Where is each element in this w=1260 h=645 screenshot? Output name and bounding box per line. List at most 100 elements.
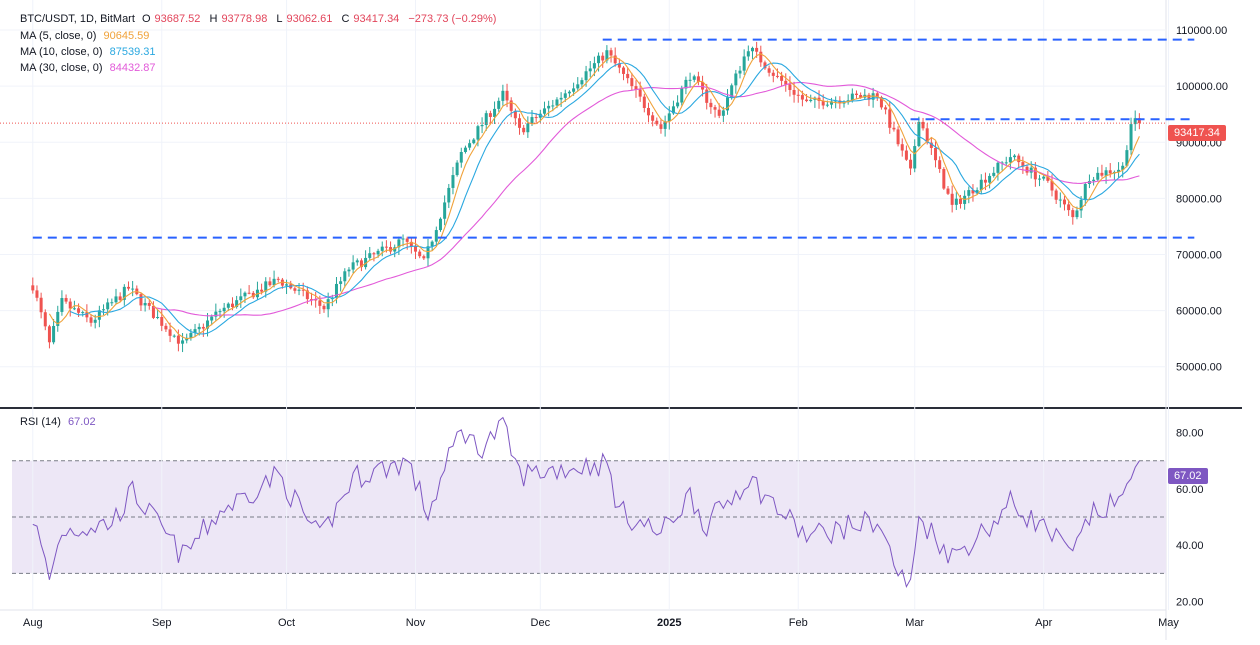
candle-down	[64, 298, 68, 302]
candle-down	[821, 101, 825, 106]
candle-up	[189, 332, 193, 338]
candle-up	[588, 68, 592, 72]
candle-up	[393, 247, 397, 252]
candle-down	[268, 281, 272, 286]
candle-up	[954, 198, 958, 205]
candle-up	[52, 325, 56, 343]
candle-up	[222, 307, 226, 312]
candle-up	[559, 97, 563, 100]
candle-up	[1038, 178, 1042, 180]
rsi-value: 67.02	[68, 416, 96, 428]
ma10-line	[69, 62, 1140, 335]
candle-up	[979, 179, 983, 191]
candle-down	[509, 100, 513, 111]
candle-up	[730, 85, 734, 98]
candle-down	[534, 117, 538, 119]
candle-down	[983, 179, 987, 183]
candle-up	[122, 286, 126, 300]
ma30-line	[153, 81, 1140, 317]
candle-up	[738, 70, 742, 74]
candle-down	[634, 86, 638, 90]
candle-up	[459, 152, 463, 163]
candle-up	[106, 302, 110, 310]
candle-up	[351, 262, 355, 270]
candle-down	[230, 303, 234, 307]
candle-down	[780, 75, 784, 81]
candle-down	[784, 80, 788, 85]
candle-down	[35, 290, 39, 298]
candle-up	[493, 108, 497, 117]
candle-up	[81, 312, 85, 314]
candle-down	[43, 312, 47, 327]
candle-down	[147, 302, 151, 306]
candle-down	[318, 300, 322, 306]
candle-down	[867, 94, 871, 100]
candle-down	[247, 292, 251, 294]
candle-up	[576, 84, 580, 89]
candle-down	[1054, 190, 1058, 200]
rsi-legend: RSI (14) 67.02	[20, 416, 100, 429]
candle-down	[77, 308, 81, 313]
candle-up	[850, 93, 854, 101]
candle-down	[126, 286, 130, 289]
candle-down	[900, 144, 904, 151]
candle-down	[971, 190, 975, 194]
candle-down	[701, 82, 705, 90]
candle-up	[210, 316, 214, 321]
ma10-value: 87539.31	[109, 46, 156, 58]
candle-up	[992, 172, 996, 176]
candle-down	[796, 94, 800, 96]
candle-down	[513, 110, 517, 119]
candle-down	[522, 127, 526, 133]
candle-up	[680, 88, 684, 103]
high-value: 93778.98	[221, 13, 268, 25]
candle-up	[218, 311, 222, 313]
time-tick-label: Nov	[406, 617, 426, 629]
candle-up	[676, 102, 680, 107]
candle-up	[56, 311, 60, 326]
candle-down	[655, 120, 659, 125]
candle-up	[988, 175, 992, 183]
candle-up	[72, 308, 76, 310]
candle-down	[276, 278, 280, 280]
candle-down	[884, 107, 888, 110]
candle-down	[879, 97, 883, 108]
ma30-value: 84432.87	[109, 62, 156, 74]
candle-down	[875, 93, 879, 98]
candle-down	[763, 62, 767, 69]
price-tick-label: 110000.00	[1176, 25, 1227, 37]
ma5-value: 90645.59	[103, 30, 150, 42]
candle-up	[726, 97, 730, 111]
time-tick-label: 2025	[657, 617, 681, 629]
candle-up	[326, 299, 330, 310]
candle-down	[1025, 166, 1029, 173]
candle-up	[721, 110, 725, 116]
candle-up	[434, 230, 438, 242]
candle-down	[301, 289, 305, 291]
candle-down	[759, 51, 763, 63]
candle-down	[630, 78, 634, 87]
rsi-tick-label: 60.00	[1176, 484, 1204, 496]
candle-down	[1050, 180, 1054, 191]
candle-up	[193, 329, 197, 333]
candle-down	[359, 260, 363, 268]
candle-up	[1004, 162, 1008, 164]
candle-up	[809, 99, 813, 102]
candle-down	[85, 312, 89, 318]
ma10-legend: MA (10, close, 0) 87539.31	[20, 46, 160, 59]
candle-up	[264, 281, 268, 292]
candle-up	[967, 190, 971, 196]
ohlc-legend: BTC/USDT, 1D, BitMart O 93687.52 H 93778.9…	[20, 13, 502, 26]
candle-up	[547, 105, 551, 109]
last-price-badge: 93417.34	[1168, 125, 1226, 141]
candle-up	[1096, 172, 1100, 180]
low-value: 93062.61	[286, 13, 333, 25]
time-tick-label: Aug	[23, 617, 43, 629]
candle-up	[1133, 118, 1137, 125]
candle-down	[775, 75, 779, 77]
candle-up	[430, 241, 434, 247]
candle-up	[93, 319, 97, 323]
candle-down	[942, 169, 946, 189]
